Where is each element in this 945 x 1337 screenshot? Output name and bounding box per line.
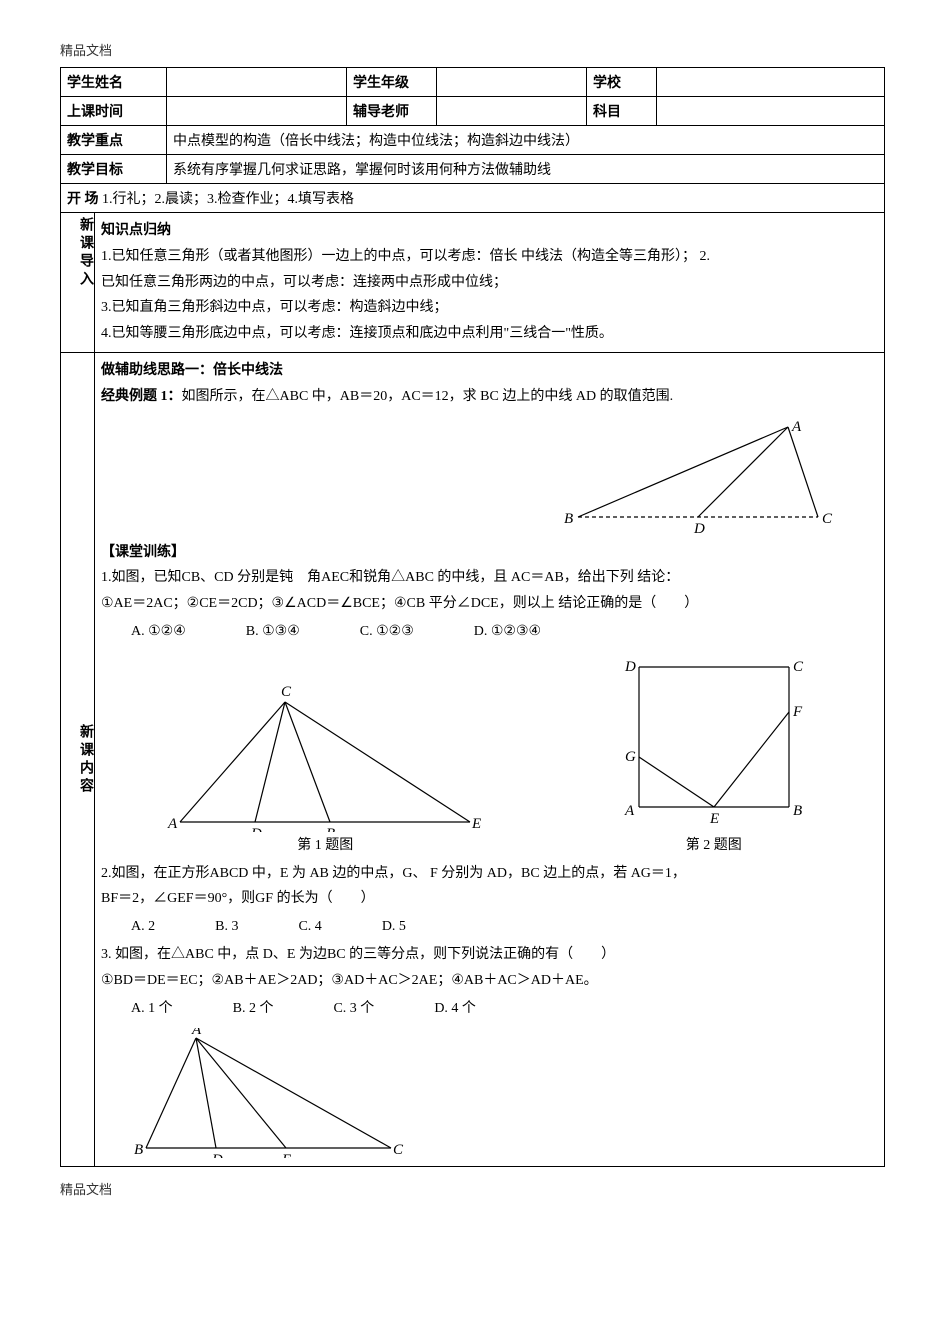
intro-line1: 1.已知任意三角形（或者其他图形）一边上的中点，可以考虑：倍长 中线法（构造全等… xyxy=(101,245,878,269)
cell-goal: 系统有序掌握几何求证思路，掌握何时该用何种方法做辅助线 xyxy=(167,155,885,184)
info-row-1: 学生姓名 学生年级 学校 xyxy=(61,68,885,97)
question-3-options: A. 1 个 B. 2 个 C. 3 个 D. 4 个 xyxy=(101,997,878,1021)
svg-text:D: D xyxy=(211,1152,223,1158)
svg-text:C: C xyxy=(281,684,292,700)
q2-opt-a: A. 2 xyxy=(131,915,155,939)
info-row-4: 教学目标 系统有序掌握几何求证思路，掌握何时该用何种方法做辅助线 xyxy=(61,155,885,184)
question-3-line1: 3. 如图，在△ABC 中，点 D、E 为边BC 的三等分点，则下列说法正确的有… xyxy=(101,943,878,967)
lesson-table: 学生姓名 学生年级 学校 上课时间 辅导老师 科目 教学重点 中点模型的构造（倍… xyxy=(60,67,885,1167)
intro-line4: 4.已知等腰三角形底边中点，可以考虑：连接顶点和底边中点利用"三线合一"性质。 xyxy=(101,322,878,346)
svg-text:B: B xyxy=(326,826,335,832)
figure-example-1: A B C D xyxy=(558,417,838,537)
svg-text:E: E xyxy=(709,811,719,827)
svg-text:G: G xyxy=(625,749,636,765)
svg-text:D: D xyxy=(624,659,636,675)
q2-opt-d: D. 5 xyxy=(382,915,406,939)
cell-teacher xyxy=(437,97,587,126)
question-1-line1: 1.如图，已知CB、CD 分别是钝 角AEC和锐角△ABC 的中线，且 AC＝A… xyxy=(101,566,878,590)
q1-opt-c: C. ①②③ xyxy=(360,620,414,644)
question-2-line2: BF＝2，∠GEF＝90°，则GF 的长为（ ） xyxy=(101,887,878,911)
intro-line3: 3.已知直角三角形斜边中点，可以考虑：构造斜边中线； xyxy=(101,296,878,320)
svg-text:A: A xyxy=(167,816,178,832)
section-content-row: 新课内容 做辅助线思路一：倍长中线法 经典例题 1：如图所示，在△ABC 中，A… xyxy=(61,352,885,1166)
cell-time xyxy=(167,97,347,126)
cell-grade-label: 学生年级 xyxy=(347,68,437,97)
main-content: 做辅助线思路一：倍长中线法 经典例题 1：如图所示，在△ABC 中，AB＝20，… xyxy=(95,352,885,1166)
cell-student-name-label: 学生姓名 xyxy=(61,68,167,97)
q3-opt-a: A. 1 个 xyxy=(131,997,173,1021)
svg-text:A: A xyxy=(624,803,635,819)
info-row-2: 上课时间 辅导老师 科目 xyxy=(61,97,885,126)
figure-q2: D C A B E G F 第 2 题图 xyxy=(614,652,814,858)
page-header: 精品文档 xyxy=(60,40,885,59)
svg-text:B: B xyxy=(134,1142,143,1158)
question-1-options: A. ①②④ B. ①③④ C. ①②③ D. ①②③④ xyxy=(101,620,878,644)
cell-goal-label: 教学目标 xyxy=(61,155,167,184)
example-1: 经典例题 1：如图所示，在△ABC 中，AB＝20，AC＝12，求 BC 边上的… xyxy=(101,385,878,409)
cell-subject-label: 科目 xyxy=(587,97,657,126)
intro-content: 知识点归纳 1.已知任意三角形（或者其他图形）一边上的中点，可以考虑：倍长 中线… xyxy=(95,213,885,353)
q1-opt-d: D. ①②③④ xyxy=(474,620,541,644)
cell-school-label: 学校 xyxy=(587,68,657,97)
practice-label: 【课堂训练】 xyxy=(101,541,878,565)
question-2-line1: 2.如图，在正方形ABCD 中，E 为 AB 边的中点，G、 F 分别为 AD，… xyxy=(101,862,878,886)
svg-text:C: C xyxy=(393,1142,404,1158)
q2-opt-c: C. 4 xyxy=(298,915,321,939)
opening-label: 开 场 xyxy=(67,192,99,207)
svg-text:C: C xyxy=(793,659,804,675)
q3-opt-b: B. 2 个 xyxy=(233,997,274,1021)
svg-text:A: A xyxy=(791,419,802,435)
question-3-line2: ①BD＝DE＝EC；②AB＋AE＞2AD；③AD＋AC＞2AE；④AB＋AC＞A… xyxy=(101,969,878,993)
figure-q2-caption: 第 2 题图 xyxy=(614,834,814,858)
svg-text:B: B xyxy=(793,803,802,819)
cell-focus-label: 教学重点 xyxy=(61,126,167,155)
cell-school xyxy=(657,68,885,97)
cell-grade xyxy=(437,68,587,97)
intro-title: 知识点归纳 xyxy=(101,219,878,243)
cell-focus: 中点模型的构造（倍长中线法；构造中位线法；构造斜边中线法） xyxy=(167,126,885,155)
question-2-options: A. 2 B. 3 C. 4 D. 5 xyxy=(101,915,878,939)
q1-opt-a: A. ①②④ xyxy=(131,620,186,644)
cell-time-label: 上课时间 xyxy=(61,97,167,126)
cell-teacher-label: 辅导老师 xyxy=(347,97,437,126)
info-row-3: 教学重点 中点模型的构造（倍长中线法；构造中位线法；构造斜边中线法） xyxy=(61,126,885,155)
cell-student-name xyxy=(167,68,347,97)
svg-text:F: F xyxy=(792,704,803,720)
cell-subject xyxy=(657,97,885,126)
aux-title: 做辅助线思路一：倍长中线法 xyxy=(101,359,878,383)
vlabel-content: 新课内容 xyxy=(61,352,95,1166)
svg-text:D: D xyxy=(250,826,262,832)
svg-text:A: A xyxy=(191,1028,202,1038)
intro-line2: 已知任意三角形两边的中点，可以考虑：连接两中点形成中位线； xyxy=(101,271,878,295)
figure-q3: A B D E C xyxy=(131,1028,411,1158)
q2-opt-b: B. 3 xyxy=(215,915,238,939)
q3-opt-d: D. 4 个 xyxy=(434,997,476,1021)
svg-text:E: E xyxy=(281,1152,291,1158)
svg-text:D: D xyxy=(693,521,705,537)
figure-q1: A D B E C 第 1 题图 xyxy=(165,682,485,858)
q3-opt-c: C. 3 个 xyxy=(333,997,374,1021)
svg-text:B: B xyxy=(564,511,573,527)
question-1-line2: ①AE＝2AC；②CE＝2CD；③∠ACD＝∠BCE；④CB 平分∠DCE，则以… xyxy=(101,592,878,616)
figure-q1-caption: 第 1 题图 xyxy=(165,834,485,858)
q1-opt-b: B. ①③④ xyxy=(246,620,300,644)
vlabel-intro: 新课导入 xyxy=(61,213,95,353)
section-intro-row: 新课导入 知识点归纳 1.已知任意三角形（或者其他图形）一边上的中点，可以考虑：… xyxy=(61,213,885,353)
svg-text:E: E xyxy=(471,816,481,832)
opening-text: 1.行礼；2.晨读；3.检查作业；4.填写表格 xyxy=(102,192,354,207)
cell-opening: 开 场 1.行礼；2.晨读；3.检查作业；4.填写表格 xyxy=(61,184,885,213)
opening-row: 开 场 1.行礼；2.晨读；3.检查作业；4.填写表格 xyxy=(61,184,885,213)
page-footer: 精品文档 xyxy=(60,1179,885,1198)
svg-text:C: C xyxy=(822,511,833,527)
